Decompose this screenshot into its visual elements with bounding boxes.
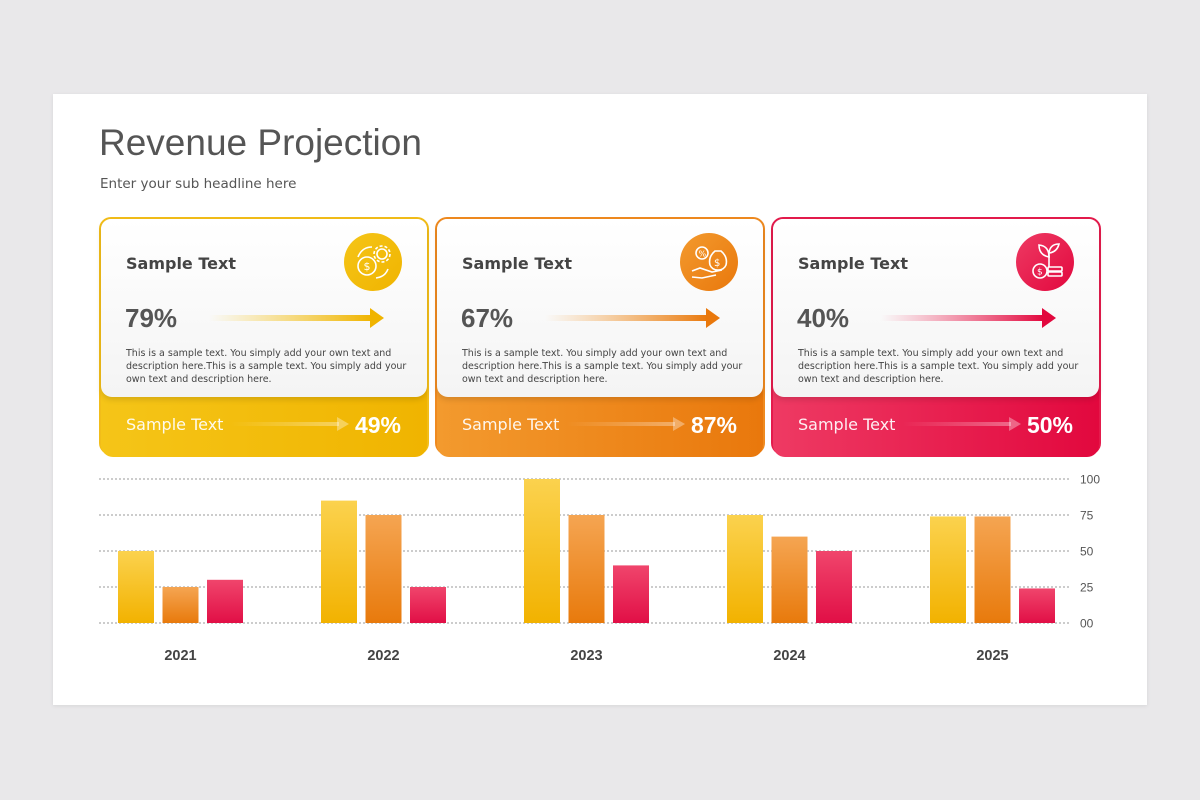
card-3-heading: Sample Text (798, 254, 908, 273)
bar-2024-2 (771, 536, 808, 623)
card-2-description: This is a sample text. You simply add yo… (462, 348, 743, 385)
bar-2025-2 (974, 516, 1011, 623)
hand-money-bag-icon: % $ (680, 233, 738, 291)
bar-2023-1 (524, 479, 560, 623)
bar-2021-1 (118, 551, 154, 623)
plant-coin-icon: $ (1016, 233, 1074, 291)
cards-row: Sample Text $ 79% (99, 217, 1102, 457)
svg-text:$: $ (1037, 268, 1043, 278)
card-1-footer-label: Sample Text (126, 415, 224, 434)
card-1-heading: Sample Text (126, 254, 236, 273)
card-2-percent: 67% (461, 303, 514, 333)
bar-2022-3 (410, 587, 446, 623)
y-tick-label: 75 (1080, 509, 1094, 523)
svg-text:%: % (699, 250, 707, 259)
card-3-percent: 40% (797, 303, 850, 333)
bar-2022-1 (321, 500, 357, 623)
card-3-footer-label: Sample Text (798, 415, 896, 434)
card-1-arrow-icon (209, 308, 384, 328)
card-3-footer-percent: 50% (1026, 412, 1073, 438)
card-1-percent: 79% (125, 303, 178, 333)
bar-2025-1 (930, 516, 966, 623)
card-2-footer-label: Sample Text (462, 415, 560, 434)
card-1: Sample Text $ 79% (99, 217, 429, 457)
card-3-description: This is a sample text. You simply add yo… (798, 348, 1079, 385)
card-2-arrow-icon (545, 308, 720, 328)
x-tick-label: 2023 (570, 648, 602, 664)
card-1-footer-arrow-icon (231, 417, 349, 431)
bar-2024-1 (727, 515, 763, 623)
card-1-footer-percent: 49% (354, 412, 401, 438)
card-2: Sample Text % $ 67% (435, 217, 765, 457)
x-tick-label: 2025 (976, 648, 1008, 664)
card-2-footer-percent: 87% (690, 412, 737, 438)
gear-dollar-icon: $ (344, 233, 402, 291)
page-title: Revenue Projection (99, 122, 422, 163)
bar-2023-2 (568, 515, 605, 623)
card-3: Sample Text $ 40% (771, 217, 1101, 457)
bar-chart: 00 25 50 75 100 2021 2022 2023 2024 2025 (99, 473, 1100, 664)
card-1-description: This is a sample text. You simply add yo… (126, 348, 407, 385)
page-subtitle: Enter your sub headline here (100, 176, 297, 192)
bar-2021-2 (162, 587, 199, 623)
x-tick-label: 2024 (773, 648, 805, 664)
bar-2024-3 (816, 551, 852, 623)
slide: Revenue Projection Enter your sub headli… (53, 94, 1147, 705)
svg-text:$: $ (364, 260, 371, 273)
svg-text:$: $ (714, 258, 720, 269)
card-2-footer-arrow-icon (567, 417, 685, 431)
bar-2023-3 (613, 565, 649, 623)
y-tick-label: 25 (1080, 581, 1094, 595)
x-tick-label: 2021 (164, 648, 196, 664)
bar-2025-3 (1019, 588, 1055, 623)
x-tick-label: 2022 (367, 648, 399, 664)
y-tick-label: 100 (1080, 473, 1100, 487)
card-3-arrow-icon (881, 308, 1056, 328)
y-tick-label: 50 (1080, 545, 1094, 559)
bar-2021-3 (207, 579, 243, 623)
y-tick-label: 00 (1080, 617, 1094, 631)
card-2-heading: Sample Text (462, 254, 572, 273)
card-3-footer-arrow-icon (903, 417, 1021, 431)
bar-2022-2 (365, 515, 402, 623)
